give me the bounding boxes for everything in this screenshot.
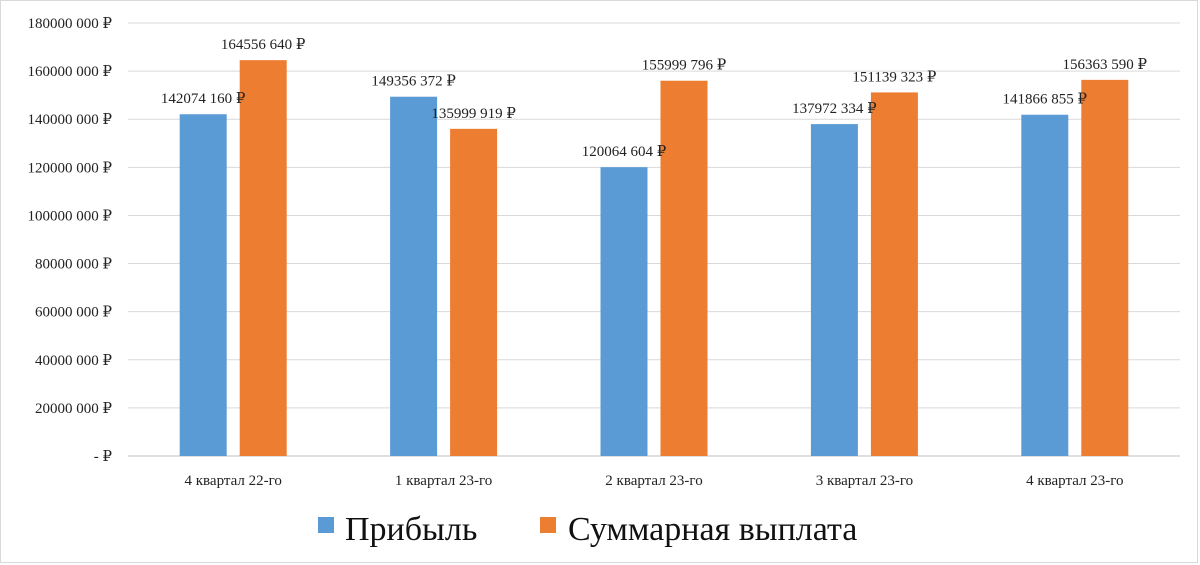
bar-profit (1021, 114, 1069, 457)
data-label: 155999 796 ₽ (642, 58, 727, 74)
y-tick-label: 60000 000 ₽ (35, 305, 113, 321)
legend-swatch-total-payout (540, 517, 556, 533)
bar-total-payout (239, 60, 287, 456)
category-label: 4 квартал 22-го (184, 473, 281, 489)
y-tick-label: 180000 000 ₽ (27, 16, 112, 32)
category-label: 4 квартал 23-го (1026, 473, 1123, 489)
bar-profit (810, 124, 858, 456)
category-label: 3 квартал 23-го (816, 473, 913, 489)
y-tick-label: 40000 000 ₽ (35, 353, 113, 369)
gridlines (128, 22, 1180, 457)
data-label: 142074 160 ₽ (161, 91, 246, 107)
bar-profit (179, 114, 227, 456)
x-axis-category-labels: 4 квартал 22-го 1 квартал 23-го 2 квартал … (184, 473, 1123, 489)
legend: Прибыль Суммарная выплата (318, 511, 857, 548)
y-axis-tick-labels: - ₽ 20000 000 ₽ 40000 000 ₽ 60000 000 ₽ 8000… (27, 16, 112, 465)
y-tick-label: 140000 000 ₽ (27, 112, 112, 128)
legend-label-total-payout: Суммарная выплата (568, 511, 857, 548)
category-label: 2 квартал 23-го (605, 473, 702, 489)
y-tick-label: 100000 000 ₽ (27, 208, 112, 224)
data-label: 151139 323 ₽ (852, 69, 936, 85)
y-tick-label: - ₽ (94, 449, 113, 465)
category-label: 1 квартал 23-го (395, 473, 492, 489)
bar-total-payout (660, 80, 708, 456)
bar-profit (600, 167, 648, 456)
bar-profit (390, 96, 438, 456)
data-label: 164556 640 ₽ (221, 37, 306, 53)
y-tick-label: 20000 000 ₽ (35, 401, 113, 417)
y-tick-label: 160000 000 ₽ (27, 64, 112, 80)
legend-swatch-profit (318, 517, 334, 533)
data-label: 156363 590 ₽ (1063, 57, 1148, 73)
data-label: 141866 855 ₽ (1003, 92, 1088, 108)
y-tick-label: 80000 000 ₽ (35, 257, 113, 273)
bar-total-payout (1081, 79, 1129, 456)
bars (179, 60, 1129, 457)
data-label: 137972 334 ₽ (792, 101, 877, 117)
bar-total-payout (450, 128, 498, 456)
y-tick-label: 120000 000 ₽ (27, 160, 112, 176)
data-labels: 142074 160 ₽ 164556 640 ₽ 149356 372 ₽ 1359… (161, 37, 1148, 160)
data-label: 120064 604 ₽ (582, 144, 667, 160)
legend-label-profit: Прибыль (345, 511, 477, 548)
bar-total-payout (870, 92, 918, 456)
data-label: 149356 372 ₽ (371, 74, 456, 90)
data-label: 135999 919 ₽ (431, 106, 516, 122)
